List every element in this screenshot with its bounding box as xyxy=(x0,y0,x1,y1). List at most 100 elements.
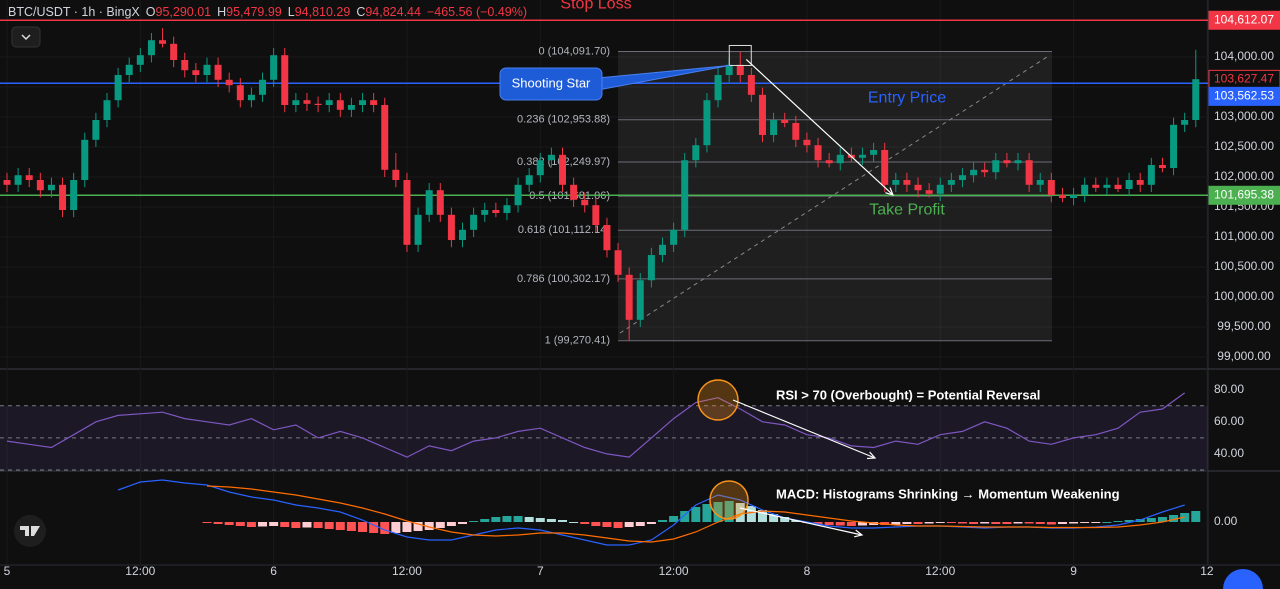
macd-histogram-bar xyxy=(1080,522,1090,523)
candle-body xyxy=(603,225,611,251)
candle-body xyxy=(703,100,711,146)
candle-body xyxy=(336,100,344,110)
candle-body xyxy=(714,75,722,101)
candle-body xyxy=(781,120,789,124)
price-tag xyxy=(1208,86,1280,106)
macd-histogram-bar xyxy=(524,517,534,522)
x-tick-label: 12:00 xyxy=(125,564,155,578)
candle-body xyxy=(203,64,211,76)
macd-histogram-bar xyxy=(702,504,712,522)
macd-histogram-bar xyxy=(680,511,690,522)
macd-histogram-bar xyxy=(291,522,301,528)
arrow xyxy=(732,399,876,459)
candle-body xyxy=(1081,184,1089,196)
price-line-label: Take Profit xyxy=(869,202,945,219)
price-tag-label: 103,627.47 xyxy=(1214,72,1274,86)
macd-histogram-bar xyxy=(735,503,745,522)
candle-body xyxy=(470,214,478,230)
candle-body xyxy=(1158,165,1166,169)
macd-histogram-bar xyxy=(1124,520,1134,522)
y-tick-label: 60.00 xyxy=(1214,414,1244,428)
x-tick-label: 8 xyxy=(804,564,811,578)
candle-body xyxy=(1003,160,1011,164)
y-tick-label: 101,000.00 xyxy=(1214,229,1274,243)
y-tick-label: 102,500.00 xyxy=(1214,139,1274,153)
macd-histogram-bar xyxy=(1169,515,1179,522)
candle-body xyxy=(492,210,500,214)
help-button[interactable] xyxy=(1223,569,1263,589)
macd-histogram-bar xyxy=(546,519,556,522)
macd-histogram-bar xyxy=(246,522,256,527)
candle-body xyxy=(958,175,966,181)
candle-body xyxy=(225,79,233,86)
x-tick-label: 5 xyxy=(4,564,11,578)
candle-body xyxy=(1181,120,1189,125)
y-tick-label: 103,000.00 xyxy=(1214,109,1274,123)
candle-body xyxy=(514,184,522,206)
arrow xyxy=(745,59,894,196)
x-tick-label: 12:00 xyxy=(925,564,955,578)
macd-histogram-bar xyxy=(635,522,645,526)
ohlc-close: C94,824.44 xyxy=(356,5,421,19)
macd-histogram-bar xyxy=(435,522,445,528)
fib-label: 0.5 (101,681.06) xyxy=(529,190,610,202)
macd-histogram-bar xyxy=(446,522,456,526)
macd-histogram-bar xyxy=(1113,521,1123,522)
candle-body xyxy=(236,85,244,101)
macd-histogram-bar xyxy=(724,501,734,522)
macd-histogram-bar xyxy=(902,522,912,524)
macd-histogram-bar xyxy=(591,522,601,526)
macd-histogram-bar xyxy=(202,522,212,523)
macd-histogram-bar xyxy=(991,522,1001,524)
logo-badge xyxy=(14,515,46,547)
y-tick-label: 80.00 xyxy=(1214,382,1244,396)
macd-histogram-bar xyxy=(235,522,245,526)
macd-histogram-bar xyxy=(602,522,612,527)
symbol-header: BTC/USDT · 1h · BingX O95,290.01 H95,479… xyxy=(8,5,527,19)
x-tick-label: 7 xyxy=(537,564,544,578)
candle-body xyxy=(181,60,189,71)
macd-histogram-bar xyxy=(1069,522,1079,524)
candle-body xyxy=(25,175,33,181)
candle-body xyxy=(103,100,111,121)
candle-body xyxy=(570,184,578,200)
candle-body xyxy=(614,250,622,275)
candle-body xyxy=(925,190,933,194)
x-tick-label: 6 xyxy=(270,564,277,578)
candle-body xyxy=(559,154,567,185)
price-tag-label: 104,612.07 xyxy=(1214,12,1274,26)
candle-body xyxy=(803,139,811,146)
candle-body xyxy=(1070,195,1078,199)
macd-histogram-bar xyxy=(369,522,379,533)
candle-body xyxy=(581,199,589,206)
candle-body xyxy=(347,105,355,110)
candle-body xyxy=(92,120,100,140)
candle-body xyxy=(725,64,733,76)
y-tick-label: 104,000.00 xyxy=(1214,49,1274,63)
arrow-head xyxy=(866,451,877,460)
macd-histogram-bar xyxy=(313,522,323,528)
macd-histogram-bar xyxy=(269,522,279,526)
arrow xyxy=(739,507,863,536)
candle-body xyxy=(836,154,844,164)
macd-annotation: MACD: Histograms Shrinking → Momentum We… xyxy=(776,486,1120,501)
symbol-title: BTC/USDT · 1h · BingX xyxy=(8,5,140,19)
macd-histogram-bar xyxy=(469,521,479,522)
candle-body xyxy=(392,169,400,181)
candle-body xyxy=(436,190,444,215)
candle-body xyxy=(247,94,255,101)
macd-histogram-bar xyxy=(757,510,767,522)
price-tag-label: 103,562.53 xyxy=(1214,89,1274,103)
macd-histogram-bar xyxy=(324,522,334,529)
macd-histogram-bar xyxy=(391,522,401,533)
candle-body xyxy=(325,100,333,106)
arrow-head xyxy=(885,187,895,196)
y-tick-label: 99,000.00 xyxy=(1217,349,1271,363)
collapse-icon xyxy=(21,34,31,41)
macd-histogram-bar xyxy=(346,522,356,531)
price-line-label: Entry Price xyxy=(868,89,946,106)
candle-body xyxy=(136,55,144,65)
macd-histogram-bar xyxy=(491,517,501,522)
candle-body xyxy=(792,123,800,140)
